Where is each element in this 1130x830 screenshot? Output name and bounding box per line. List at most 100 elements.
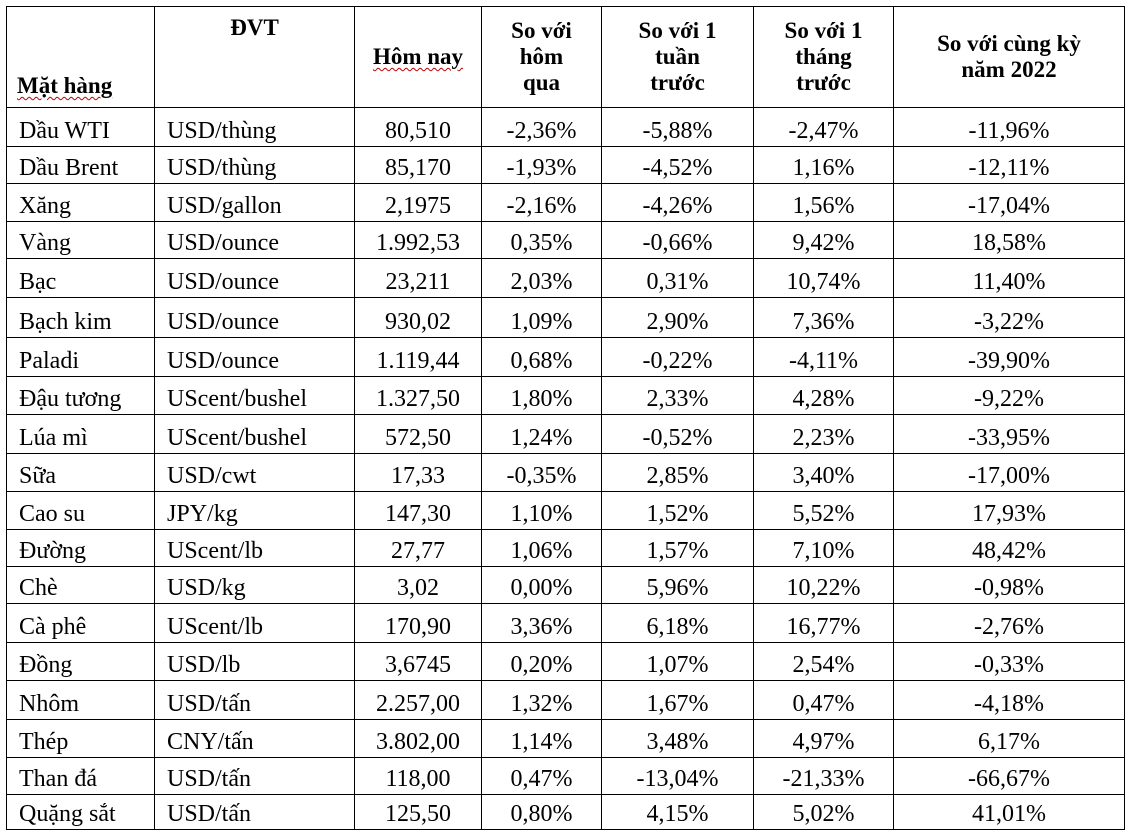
table-row: Bạc USD/ounce 23,211 2,03% 0,31% 10,74% 11,40% [6,258,1125,298]
cell-vs-month: 2,23% [753,414,894,454]
cell-vs-month: 7,10% [753,529,894,567]
cell-unit: USD/cwt [154,453,355,492]
cell-vs-week: 2,85% [601,453,754,492]
header-row: Mặt hàng ĐVT Hôm nay So với hôm qua So v… [6,6,1125,108]
header-vs-year: So với cùng kỳ năm 2022 [893,6,1125,108]
cell-vs-year: -17,04% [893,183,1125,222]
cell-today: 1.992,53 [354,221,482,259]
cell-unit: JPY/kg [154,491,355,530]
cell-unit: USD/tấn [154,680,355,720]
cell-item: Bạch kim [6,297,155,338]
cell-unit: USD/ounce [154,258,355,298]
cell-vs-month: 3,40% [753,453,894,492]
cell-today: 80,510 [354,107,482,147]
commodity-price-table: Mặt hàng ĐVT Hôm nay So với hôm qua So v… [6,6,1125,830]
cell-vs-yesterday: 0,35% [481,221,602,259]
table-row: Quặng sắt USD/tấn 125,50 0,80% 4,15% 5,02% 41,… [6,794,1125,830]
cell-vs-week: 3,48% [601,719,754,758]
cell-vs-week: -4,26% [601,183,754,222]
cell-vs-yesterday: 1,10% [481,491,602,530]
cell-item: Bạc [6,258,155,298]
cell-item: Dầu Brent [6,146,155,184]
cell-today: 17,33 [354,453,482,492]
cell-vs-year: -66,67% [893,757,1125,795]
cell-vs-month: -4,11% [753,337,894,377]
cell-vs-week: 5,96% [601,566,754,604]
cell-item: Quặng sắt [6,794,155,830]
table-row: Vàng USD/ounce 1.992,53 0,35% -0,66% 9,42% 18,… [6,221,1125,259]
cell-vs-yesterday: 0,47% [481,757,602,795]
cell-vs-week: -0,66% [601,221,754,259]
cell-vs-month: 10,74% [753,258,894,298]
header-today: Hôm nay [354,6,482,108]
cell-vs-yesterday: 2,03% [481,258,602,298]
cell-vs-week: 2,33% [601,376,754,415]
cell-vs-year: 48,42% [893,529,1125,567]
cell-vs-yesterday: -0,35% [481,453,602,492]
cell-unit: UScent/bushel [154,376,355,415]
cell-vs-year: 17,93% [893,491,1125,530]
table-row: Paladi USD/ounce 1.119,44 0,68% -0,22% -4,11%… [6,337,1125,377]
cell-vs-year: -11,96% [893,107,1125,147]
cell-vs-week: 6,18% [601,603,754,643]
cell-vs-yesterday: -1,93% [481,146,602,184]
cell-unit: USD/gallon [154,183,355,222]
cell-vs-week: -5,88% [601,107,754,147]
cell-vs-week: -4,52% [601,146,754,184]
cell-vs-week: 1,57% [601,529,754,567]
cell-vs-year: -0,98% [893,566,1125,604]
header-vs-month: So với 1 tháng trước [753,6,894,108]
cell-unit: USD/lb [154,642,355,681]
cell-today: 3,6745 [354,642,482,681]
cell-vs-year: -33,95% [893,414,1125,454]
cell-vs-month: -2,47% [753,107,894,147]
cell-vs-month: 0,47% [753,680,894,720]
cell-vs-month: 2,54% [753,642,894,681]
cell-item: Thép [6,719,155,758]
header-unit: ĐVT [154,6,355,108]
cell-item: Đồng [6,642,155,681]
cell-vs-week: 4,15% [601,794,754,830]
cell-vs-year: -12,11% [893,146,1125,184]
cell-vs-month: 9,42% [753,221,894,259]
cell-vs-yesterday: 1,09% [481,297,602,338]
table-row: Đậu tương UScent/bushel 1.327,50 1,80% 2,33%… [6,376,1125,415]
cell-vs-year: 11,40% [893,258,1125,298]
cell-today: 572,50 [354,414,482,454]
cell-item: Paladi [6,337,155,377]
cell-vs-month: 10,22% [753,566,894,604]
cell-today: 2,1975 [354,183,482,222]
header-vs-yesterday: So với hôm qua [481,6,602,108]
cell-item: Dầu WTI [6,107,155,147]
cell-vs-month: 4,97% [753,719,894,758]
cell-today: 27,77 [354,529,482,567]
cell-vs-year: 41,01% [893,794,1125,830]
table-row: Thép CNY/tấn 3.802,00 1,14% 3,48% 4,97% 6,17% [6,719,1125,758]
cell-today: 2.257,00 [354,680,482,720]
cell-vs-year: -39,90% [893,337,1125,377]
cell-vs-week: 2,90% [601,297,754,338]
table-row: Đồng USD/lb 3,6745 0,20% 1,07% 2,54% -0,33% [6,642,1125,681]
cell-unit: USD/ounce [154,297,355,338]
cell-vs-year: -9,22% [893,376,1125,415]
cell-vs-month: 4,28% [753,376,894,415]
cell-today: 147,30 [354,491,482,530]
cell-vs-week: -13,04% [601,757,754,795]
cell-today: 1.119,44 [354,337,482,377]
cell-vs-yesterday: 0,80% [481,794,602,830]
cell-item: Nhôm [6,680,155,720]
cell-item: Đậu tương [6,376,155,415]
cell-vs-month: 16,77% [753,603,894,643]
table-row: Dầu Brent USD/thùng 85,170 -1,93% -4,52% 1,16… [6,146,1125,184]
cell-unit: USD/ounce [154,337,355,377]
cell-unit: USD/thùng [154,107,355,147]
cell-today: 23,211 [354,258,482,298]
table-row: Bạch kim USD/ounce 930,02 1,09% 2,90% 7,36% -3… [6,297,1125,338]
cell-vs-month: 5,02% [753,794,894,830]
table-row: Dầu WTI USD/thùng 80,510 -2,36% -5,88% -2,47%… [6,107,1125,147]
cell-item: Sữa [6,453,155,492]
table-row: Cao su JPY/kg 147,30 1,10% 1,52% 5,52% 17,93% [6,491,1125,530]
cell-today: 3,02 [354,566,482,604]
cell-vs-week: 1,07% [601,642,754,681]
cell-item: Chè [6,566,155,604]
